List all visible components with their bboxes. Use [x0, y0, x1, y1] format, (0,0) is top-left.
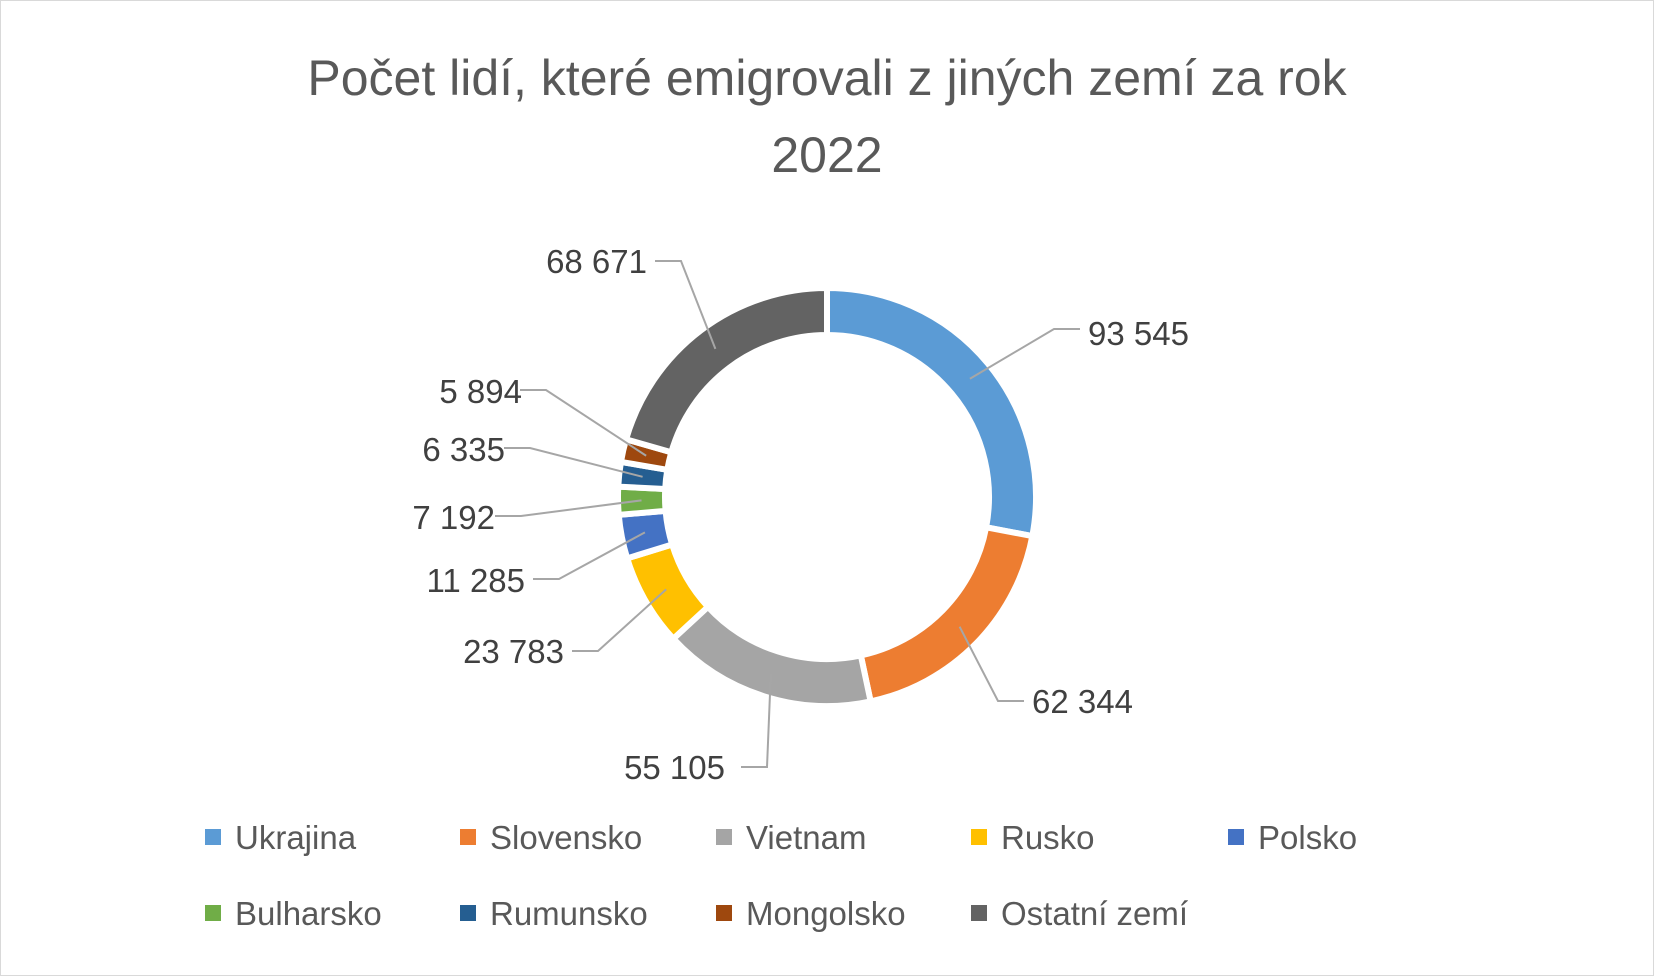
slice-ukrajina	[824, 284, 1039, 540]
leader-line-vietnam	[741, 673, 772, 768]
legend-item-mongolsko: Mongolsko	[716, 895, 906, 932]
slice-vietnam	[669, 602, 875, 709]
legend-item-polsko: Polsko	[1228, 819, 1357, 856]
legend-label-vietnam: Vietnam	[746, 819, 866, 856]
legend-label-mongolsko: Mongolsko	[746, 895, 906, 932]
leader-line-rumunsko	[504, 447, 643, 478]
legend-swatch-polsko	[1228, 829, 1244, 845]
data-label-rumunsko: 6 335	[422, 431, 505, 468]
leader-line-polsko	[533, 531, 646, 580]
legend-item-rusko: Rusko	[971, 819, 1095, 856]
legend-label-ostatni-zemi: Ostatní zemí	[1001, 895, 1188, 932]
data-label-vietnam: 55 105	[624, 749, 725, 786]
leader-line-mongolsko	[520, 389, 647, 457]
chart-title-line-1: Počet lidí, které emigrovali z jiných ze…	[307, 50, 1347, 106]
legend-item-ukrajina: Ukrajina	[205, 819, 357, 856]
data-label-bulharsko: 7 192	[412, 499, 495, 536]
chart-title-line-2: 2022	[771, 127, 882, 183]
legend-swatch-mongolsko	[716, 905, 732, 921]
legend-swatch-ostatni-zemi	[971, 905, 987, 921]
chart-title: Počet lidí, které emigrovali z jiných ze…	[307, 50, 1347, 183]
data-label-polsko: 11 285	[427, 562, 525, 599]
leader-line-slovensko	[958, 626, 1024, 702]
data-labels: 93 545 62 344 55 105 23 783 11 285 7 192 6 335…	[412, 243, 1189, 786]
data-label-rusko: 23 783	[463, 633, 564, 670]
data-label-slovensko: 62 344	[1032, 683, 1133, 720]
leader-line-ostatni-zemi	[655, 260, 717, 350]
legend-swatch-vietnam	[716, 829, 732, 845]
leader-lines	[495, 260, 1080, 768]
data-label-mongolsko: 5 894	[439, 373, 522, 410]
leader-line-bulharsko	[495, 499, 642, 517]
leader-line-ukrajina	[969, 328, 1080, 380]
legend-label-slovensko: Slovensko	[490, 819, 642, 856]
legend-swatch-rumunsko	[460, 905, 476, 921]
legend-item-vietnam: Vietnam	[716, 819, 866, 856]
data-label-ostatni-zemi: 68 671	[546, 243, 647, 280]
legend-label-rusko: Rusko	[1001, 819, 1095, 856]
legend-label-rumunsko: Rumunsko	[490, 895, 648, 932]
legend-label-ukrajina: Ukrajina	[235, 819, 357, 856]
legend-swatch-ukrajina	[205, 829, 221, 845]
slice-ostatni-zemi	[622, 284, 830, 457]
legend-item-bulharsko: Bulharsko	[205, 895, 382, 932]
legend-swatch-rusko	[971, 829, 987, 845]
legend-swatch-slovensko	[460, 829, 476, 845]
legend-item-ostatni-zemi: Ostatní zemí	[971, 895, 1188, 932]
slice-slovensko	[857, 523, 1036, 705]
legend-label-bulharsko: Bulharsko	[235, 895, 382, 932]
doughnut-slices	[615, 284, 1039, 709]
leader-line-rusko	[572, 588, 667, 652]
legend: Ukrajina Slovensko Vietnam Rusko Polsko Bulha…	[205, 819, 1357, 932]
legend-label-polsko: Polsko	[1258, 819, 1357, 856]
data-label-ukrajina: 93 545	[1088, 315, 1189, 352]
legend-swatch-bulharsko	[205, 905, 221, 921]
legend-item-slovensko: Slovensko	[460, 819, 642, 856]
legend-item-rumunsko: Rumunsko	[460, 895, 648, 932]
